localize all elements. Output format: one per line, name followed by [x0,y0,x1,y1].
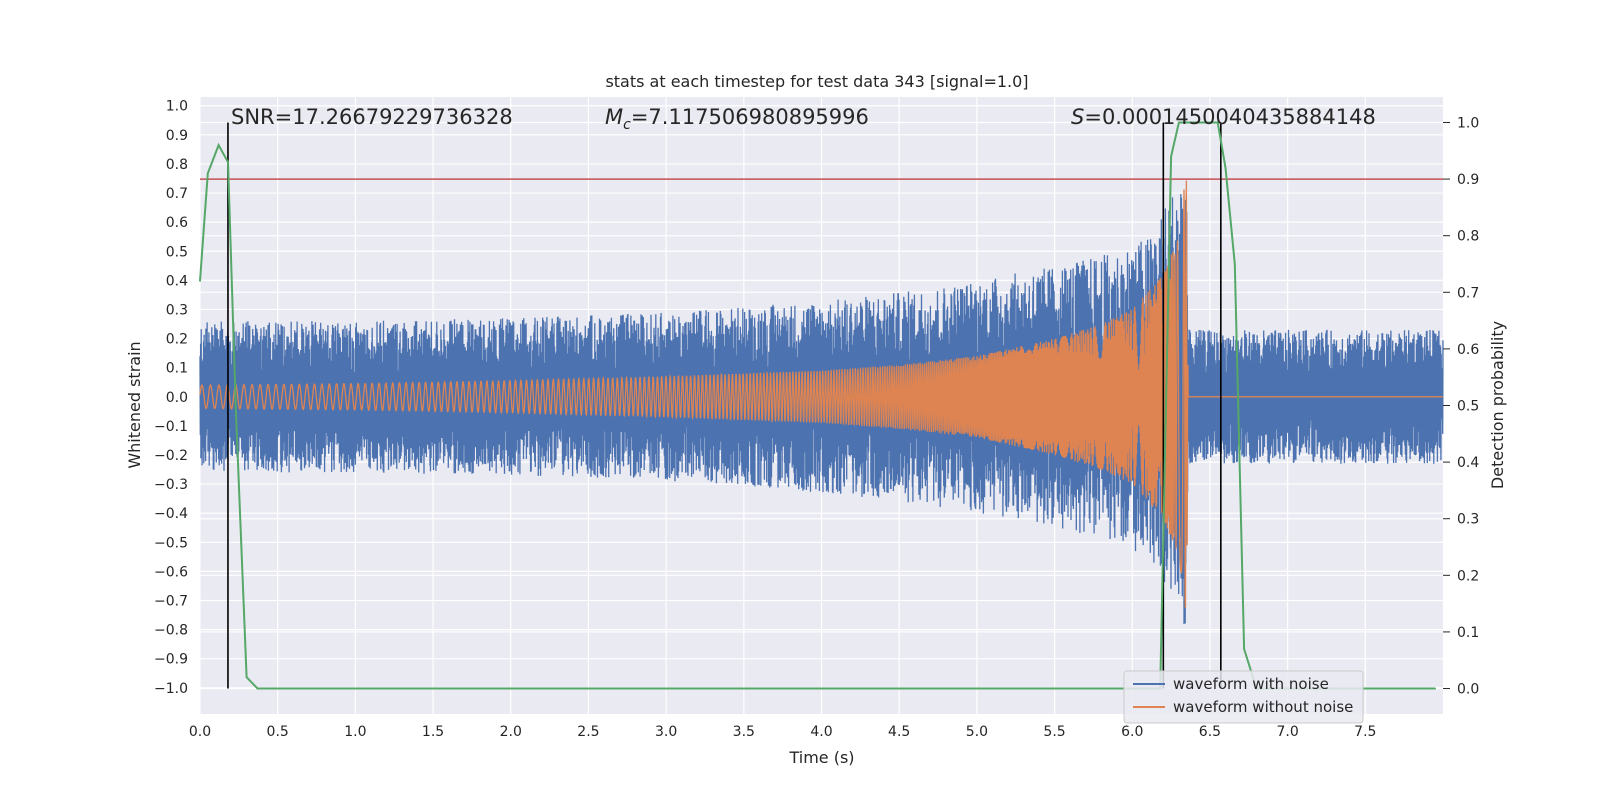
y2-tick-label: 0.3 [1457,512,1479,528]
legend-label-clean: waveform without noise [1173,698,1353,716]
series-waveform-without-noise [199,180,1443,609]
y-tick-label: 0.0 [166,390,188,406]
y-tick-label: −0.9 [154,652,188,668]
legend: waveform with noise waveform without noi… [1123,670,1364,724]
x-tick-label: 2.0 [500,724,522,740]
x-tick-label: 3.5 [733,724,755,740]
y-tick-label: −0.1 [154,419,188,435]
x-tick-label: 1.5 [422,724,444,740]
detection-probability-point [1216,121,1219,124]
y2-tick-label: 0.6 [1457,342,1479,358]
x-tick-label: 4.0 [810,724,832,740]
y-tick-label: −1.0 [154,681,188,697]
mc-symbol: M [605,105,623,129]
x-tick-label: 7.5 [1354,724,1376,740]
y-tick-label: 0.9 [166,128,188,144]
mc-subscript: c [623,117,631,133]
detection-probability-point [1224,166,1227,169]
data-layer [199,121,1444,690]
y2-tick-label: 0.4 [1457,455,1479,471]
detection-probability-point [227,161,229,163]
detection-probability-point [665,687,667,690]
y-tick-label: 0.7 [166,186,188,202]
x-tick-label: 3.0 [655,724,677,740]
s-symbol: S [1071,105,1084,129]
detection-probability-point [1178,121,1180,124]
s-annotation: S=0.0001450040435884148 [1071,105,1376,129]
detection-probability-point [354,687,357,690]
y-tick-label: −0.2 [154,448,188,464]
x-tick-label: 7.0 [1276,724,1298,740]
detection-probability-point [976,687,978,690]
detection-probability-point [234,404,237,407]
y-tick-label: 0.2 [166,332,188,348]
detection-probability-point [245,676,248,679]
y-tick-label: −0.8 [154,623,188,639]
detection-probability-point [256,687,259,690]
detection-probability-point [206,172,209,175]
y-tick-label: 0.3 [166,302,188,318]
y2-tick-label: 0.7 [1457,285,1479,301]
mc-value: =7.117506980895996 [631,105,869,129]
y-tick-labels: 1.0 0.9 0.8 0.7 0.6 0.5 0.4 0.3 0.2 0.1 0.0 −0.1 −0.… [154,99,188,697]
detection-probability-point [1243,648,1245,650]
detection-probability-point [199,280,201,282]
x-axis-label: Time (s) [788,748,854,767]
x-tick-label: 5.0 [966,724,988,740]
detection-probability-point [1185,121,1188,124]
series-detection-probability [199,121,1436,690]
y-tick-label: 1.0 [166,99,188,115]
x-tick-label: 6.0 [1121,724,1143,740]
y2-tick-label: 0.8 [1457,229,1479,245]
detection-probability-point [1233,263,1236,265]
y-tick-label: 0.1 [166,361,188,377]
x-tick-label: 4.5 [888,724,910,740]
y-tick-label: 0.4 [166,273,188,289]
detection-probability-point [1170,155,1172,158]
y2-tick-labels: 1.0 0.9 0.8 0.7 0.6 0.5 0.4 0.3 0.2 0.1 0.0 [1443,115,1479,698]
x-tick-label: 5.5 [1043,724,1065,740]
detection-probability-point [217,144,220,146]
y2-tick-label: 0.9 [1457,172,1479,188]
detection-probability-point [1364,687,1367,690]
y-tick-label: 0.5 [166,244,188,260]
y-tick-label: 0.6 [166,215,188,231]
x-tick-label: 1.0 [344,724,366,740]
x-tick-label: 6.5 [1199,724,1221,740]
y2-tick-label: 0.5 [1457,399,1479,415]
y2-tick-label: 1.0 [1457,115,1479,131]
s-value: =0.0001450040435884148 [1084,105,1376,129]
mc-annotation: Mc=7.117506980895996 [605,105,869,133]
y2-tick-label: 0.1 [1457,625,1479,641]
y2-axis-label: Detection probability [1488,321,1507,489]
x-tick-labels: 0.0 0.5 1.0 1.5 2.0 2.5 3.0 3.5 4.0 4.5 5.0 5.5 6.0 6… [189,724,1377,740]
detection-probability-point [1434,687,1437,690]
y-tick-label: −0.5 [154,535,188,551]
snr-annotation: SNR=17.26679229736328 [231,105,513,129]
x-tick-label: 2.5 [577,724,599,740]
x-tick-label: 0.5 [267,724,289,740]
legend-box [1123,670,1364,724]
x-tick-label: 0.0 [189,724,211,740]
chart-title: stats at each timestep for test data 343… [605,72,1028,91]
y-tick-label: −0.4 [154,506,188,522]
y-tick-label: −0.7 [154,593,188,609]
y-tick-label: −0.3 [154,477,188,493]
y-axis-label: Whitened strain [125,341,144,468]
y-tick-label: 0.8 [166,157,188,173]
y2-tick-label: 0.2 [1457,568,1479,584]
legend-label-noise: waveform with noise [1173,675,1329,693]
y-tick-label: −0.6 [154,564,188,580]
y2-tick-label: 0.0 [1457,682,1479,698]
